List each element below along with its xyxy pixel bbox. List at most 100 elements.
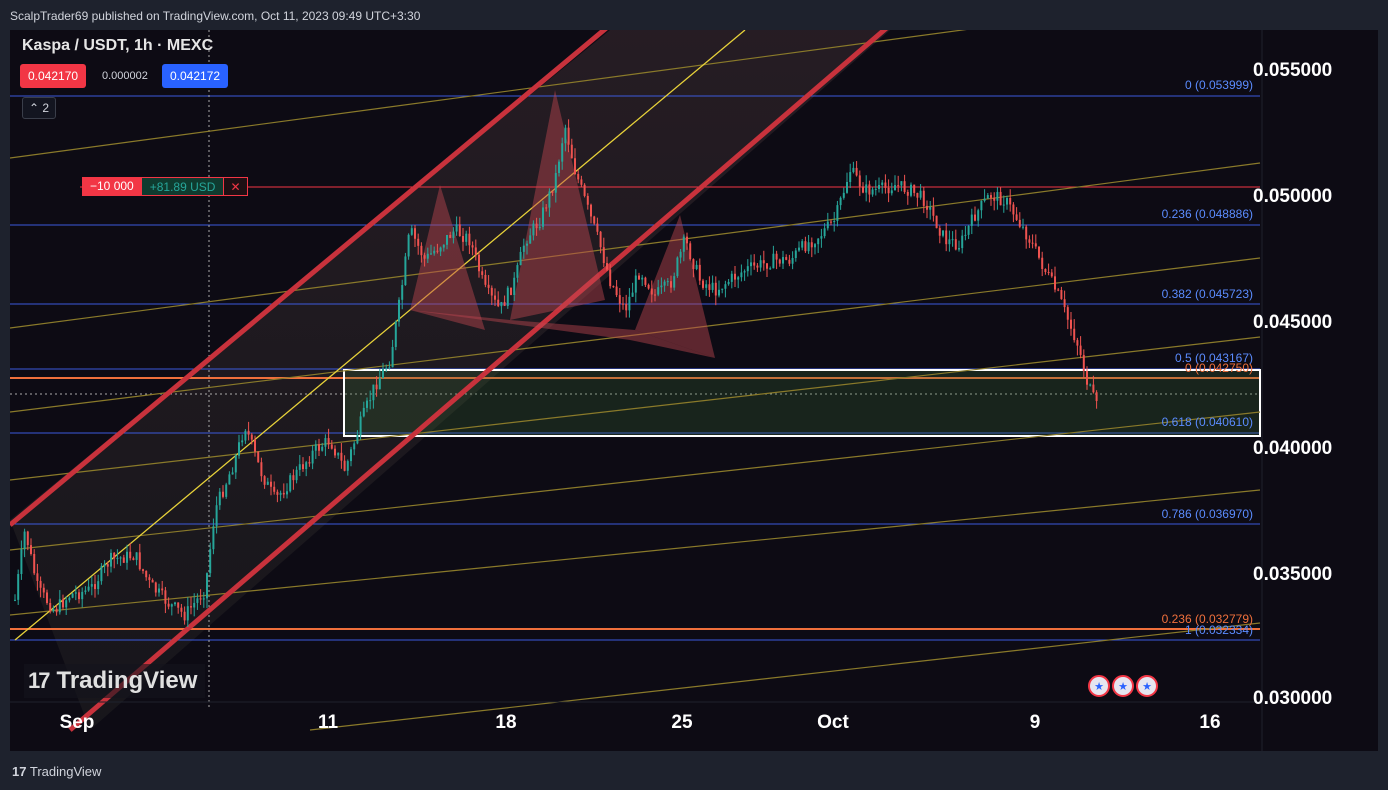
candle-body — [87, 586, 90, 591]
candle-body — [260, 462, 263, 477]
candle-body — [298, 464, 301, 470]
candle-body — [193, 602, 196, 608]
candle-body — [33, 553, 36, 574]
candle-body — [1063, 299, 1066, 308]
us-flag-icon[interactable]: ★ — [1088, 675, 1110, 697]
candle-body — [100, 566, 103, 582]
candle-body — [647, 284, 650, 289]
candle-body — [663, 281, 666, 286]
candle-body — [474, 247, 477, 255]
candle-body — [727, 281, 730, 285]
candle-body — [855, 167, 858, 176]
trend-line-bright — [14, 30, 746, 641]
candle-body — [126, 551, 128, 563]
bid-price-button[interactable]: 0.042170 — [20, 64, 87, 88]
candle-body — [564, 127, 567, 144]
candle-body — [138, 552, 141, 570]
candle-body — [410, 228, 413, 235]
candle-body — [388, 367, 391, 369]
candle-body — [756, 265, 759, 268]
publish-bar: ScalpTrader69 published on TradingView.c… — [0, 0, 1388, 32]
candle-body — [894, 185, 896, 191]
candle-body — [625, 303, 628, 311]
candle-body — [276, 491, 279, 495]
candle-body — [974, 214, 976, 221]
candle-body — [1015, 214, 1018, 220]
candle-body — [871, 189, 874, 195]
candle-body — [615, 286, 618, 296]
demand-zone[interactable] — [343, 369, 1261, 437]
candle-body — [670, 281, 672, 288]
candle-body — [1041, 257, 1044, 269]
candle-body — [164, 590, 167, 604]
candle-body — [874, 188, 877, 190]
candle-body — [382, 369, 384, 378]
symbol-title[interactable]: Kaspa / USDT, 1h · MEXC — [22, 37, 214, 54]
candle-body — [788, 259, 791, 264]
candle-body — [295, 469, 298, 481]
candle-body — [535, 223, 538, 229]
candle-body — [532, 223, 535, 236]
candle-body — [702, 280, 704, 288]
position-pnl: +81.89 USD — [141, 177, 225, 196]
candle-body — [122, 557, 125, 563]
candle-body — [558, 161, 560, 174]
us-flag-icon[interactable]: ★ — [1136, 675, 1158, 697]
candle-body — [641, 277, 644, 280]
candle-body — [574, 158, 576, 175]
chart-area[interactable]: Kaspa / USDT, 1h · MEXC 0.042170 0.00000… — [10, 30, 1378, 751]
chevron-up-icon: ⌃ — [28, 101, 40, 115]
candle-body — [97, 581, 100, 590]
candle-body — [254, 439, 256, 452]
candle-body — [350, 449, 352, 462]
candle-body — [394, 321, 397, 347]
candle-body — [1025, 226, 1028, 240]
candle-body — [983, 198, 986, 201]
candle-body — [340, 452, 343, 461]
candle-body — [362, 407, 365, 417]
candle-body — [622, 303, 624, 305]
ask-price-button[interactable]: 0.042172 — [162, 64, 229, 88]
position-quantity[interactable]: −10 000 — [82, 177, 142, 196]
indicators-toggle-button[interactable]: ⌃ 2 — [22, 97, 56, 119]
candle-body — [554, 173, 557, 193]
footer-bar: 17 TradingView — [0, 752, 1388, 790]
candle-body — [465, 233, 468, 242]
spread-value: 0.000002 — [102, 70, 148, 82]
position-line-label[interactable]: −10 000 +81.89 USD ✕ — [82, 177, 248, 196]
candle-body — [1022, 226, 1024, 228]
chart-canvas[interactable] — [10, 30, 1378, 751]
time-axis-label: 25 — [671, 712, 693, 733]
candle-body — [330, 444, 333, 449]
candle-body — [442, 244, 445, 248]
candle-body — [682, 236, 685, 252]
close-icon[interactable]: ✕ — [224, 177, 248, 196]
candle-body — [916, 192, 919, 198]
candle-body — [26, 531, 29, 546]
candle-body — [500, 302, 503, 307]
candle-body — [343, 460, 346, 471]
candle-body — [244, 430, 247, 441]
candle-body — [529, 235, 532, 244]
candle-body — [958, 248, 960, 250]
candle-body — [212, 526, 215, 550]
candle-body — [180, 607, 183, 612]
candle-body — [849, 172, 852, 183]
candle-body — [273, 486, 276, 492]
price-axis-label: 0.045000 — [1253, 312, 1333, 333]
candle-body — [497, 299, 500, 307]
candle-body — [1034, 243, 1037, 247]
candle-body — [1076, 340, 1079, 346]
candle-body — [433, 250, 436, 254]
candle-body — [721, 288, 724, 290]
us-flag-icon[interactable]: ★ — [1112, 675, 1134, 697]
candle-body — [561, 143, 564, 162]
candle-body — [1070, 319, 1072, 329]
candle-body — [631, 292, 634, 297]
candle-body — [1092, 384, 1095, 393]
economic-events: ★ ★ ★ — [1088, 675, 1158, 697]
candle-body — [359, 416, 362, 436]
candle-body — [919, 190, 922, 198]
candle-body — [426, 253, 429, 259]
candle-body — [759, 260, 762, 268]
